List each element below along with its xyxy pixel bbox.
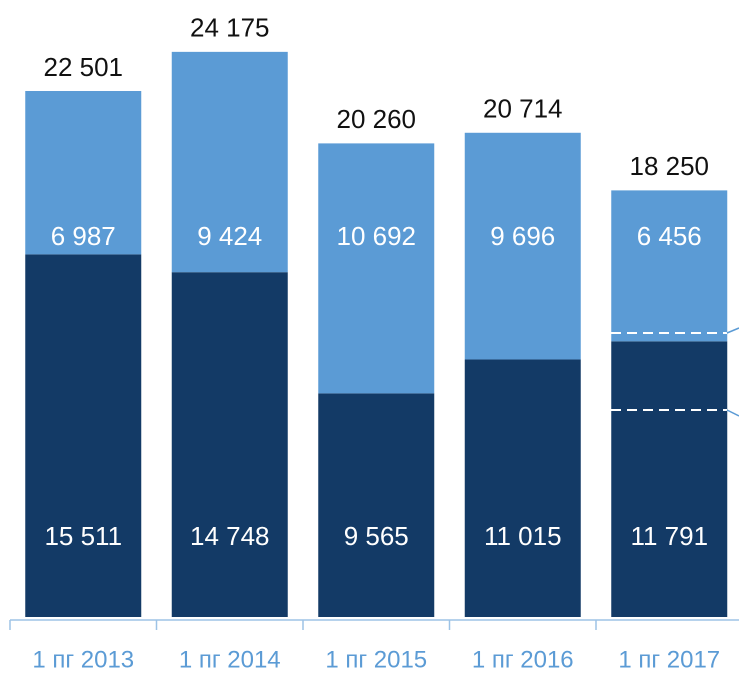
x-tick-label: 1 пг 2015	[325, 646, 427, 673]
value-label: 11 791	[630, 521, 708, 551]
value-label: 9 565	[344, 521, 409, 551]
total-label: 20 260	[336, 104, 416, 134]
bar-segment	[464, 359, 581, 617]
bar-segment	[25, 90, 142, 255]
bar-segment	[611, 190, 728, 342]
value-label: 11 015	[484, 521, 562, 551]
bar-segment	[318, 393, 435, 617]
total-label: 18 250	[629, 151, 709, 181]
total-label: 20 714	[483, 94, 563, 124]
value-label: 10 692	[336, 221, 416, 251]
bar-segment	[318, 143, 435, 394]
bar-segment	[25, 254, 142, 617]
total-label: 24 175	[190, 13, 270, 43]
pointer	[726, 327, 739, 334]
bar-segment	[611, 341, 728, 617]
value-label: 6 456	[637, 221, 702, 251]
bar-segment	[171, 272, 288, 617]
x-tick-label: 1 пг 2016	[472, 646, 574, 673]
x-tick-label: 1 пг 2014	[179, 646, 281, 673]
decor	[611, 327, 739, 417]
bar-segment	[171, 51, 288, 273]
value-label: 9 424	[197, 221, 262, 251]
value-label: 15 511	[44, 521, 122, 551]
x-tick-label: 1 пг 2013	[32, 646, 134, 673]
pointer	[726, 409, 739, 417]
x-tick-label: 1 пг 2017	[618, 646, 720, 673]
value-label: 9 696	[490, 221, 555, 251]
bar-segment	[464, 132, 581, 360]
total-label: 22 501	[43, 52, 123, 82]
value-label: 14 748	[190, 521, 270, 551]
value-label: 6 987	[51, 221, 116, 251]
